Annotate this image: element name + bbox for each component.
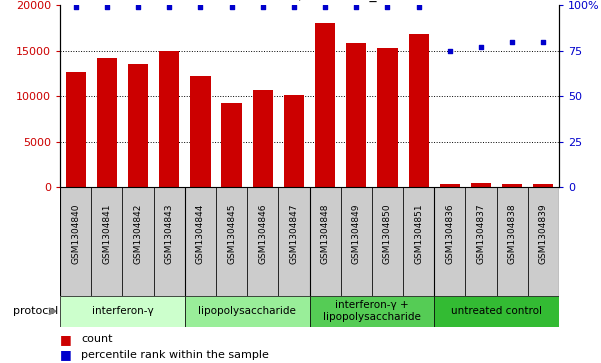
Bar [123,187,154,296]
Text: percentile rank within the sample: percentile rank within the sample [81,350,269,360]
Text: GSM1304843: GSM1304843 [165,203,174,264]
Bar [247,187,278,296]
Text: GSM1304846: GSM1304846 [258,203,267,264]
Text: GSM1304845: GSM1304845 [227,203,236,264]
Text: protocol: protocol [13,306,58,316]
Point [476,44,486,50]
Bar [97,58,117,187]
Bar [60,187,91,296]
Bar [434,296,559,327]
Bar [372,187,403,296]
Text: count: count [81,334,112,344]
Bar [91,187,123,296]
Bar [310,187,341,296]
Point [320,4,330,10]
Bar [465,187,496,296]
Text: untreated control: untreated control [451,306,542,316]
Bar [434,187,465,296]
Point [227,4,236,10]
Point [102,4,112,10]
Text: GSM1304838: GSM1304838 [508,203,517,264]
Text: GSM1304836: GSM1304836 [445,203,454,264]
Text: interferon-γ +
lipopolysaccharide: interferon-γ + lipopolysaccharide [323,301,421,322]
Bar [185,187,216,296]
Bar [440,184,460,187]
Point [71,4,81,10]
Point [352,4,361,10]
Point [133,4,143,10]
Text: GSM1304839: GSM1304839 [539,203,548,264]
Bar [471,183,491,187]
Text: GSM1304842: GSM1304842 [133,203,142,264]
Bar [496,187,528,296]
Bar [284,95,304,187]
Bar [154,187,185,296]
Point [383,4,392,10]
Bar [60,296,185,327]
Text: ■: ■ [60,333,72,346]
Bar [66,72,86,187]
Point [507,39,517,45]
Text: lipopolysaccharide: lipopolysaccharide [198,306,296,316]
Text: GSM1304849: GSM1304849 [352,203,361,264]
Bar [341,187,372,296]
Point [538,39,548,45]
Bar [159,51,179,187]
Bar [185,296,310,327]
Bar [533,184,554,187]
Point [289,4,299,10]
Point [445,48,454,54]
Text: GSM1304844: GSM1304844 [196,203,205,264]
Bar [403,187,434,296]
Point [165,4,174,10]
Bar [377,48,398,187]
Point [195,4,205,10]
Point [258,4,267,10]
Title: GDS5196 / 1434380_at: GDS5196 / 1434380_at [229,0,390,2]
Point [414,4,424,10]
Text: GSM1304841: GSM1304841 [102,203,111,264]
Bar [216,187,247,296]
Text: GSM1304850: GSM1304850 [383,203,392,264]
Text: GSM1304851: GSM1304851 [414,203,423,264]
Bar [310,296,435,327]
Bar [315,23,335,187]
Text: GSM1304837: GSM1304837 [477,203,486,264]
Bar [252,90,273,187]
Text: ■: ■ [60,348,72,362]
Text: interferon-γ: interferon-γ [91,306,153,316]
Bar [528,187,559,296]
Bar [221,103,242,187]
Bar [191,76,210,187]
Bar [346,42,367,187]
Bar [128,64,148,187]
Bar [409,34,429,187]
Bar [502,184,522,187]
Text: GSM1304847: GSM1304847 [290,203,299,264]
Text: GSM1304840: GSM1304840 [71,203,80,264]
Bar [278,187,310,296]
Text: GSM1304848: GSM1304848 [320,203,329,264]
